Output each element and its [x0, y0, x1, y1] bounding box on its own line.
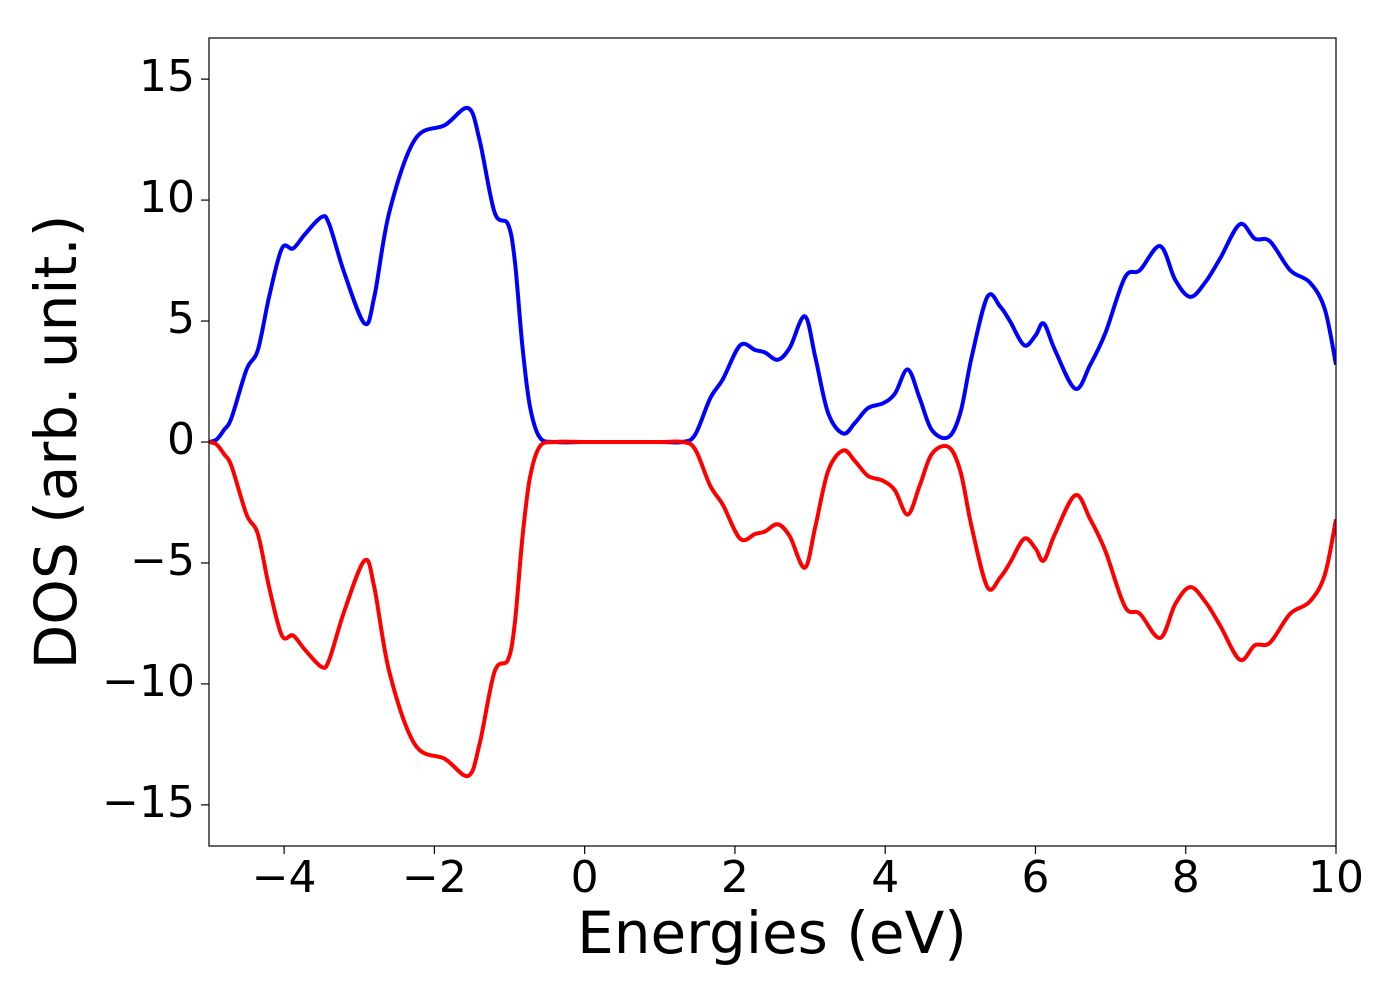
line-series: [209, 439, 1336, 779]
y-tick-label: 5: [167, 293, 195, 344]
x-tick-label: 0: [571, 852, 599, 903]
plot-frame: [208, 37, 1337, 847]
x-tick-label: 8: [1172, 852, 1200, 903]
plot-area: [209, 105, 1336, 779]
line-series: [209, 105, 1336, 445]
y-tick-label: −5: [130, 535, 195, 586]
y-tick-label: 15: [139, 51, 195, 102]
y-axis-label: DOS (arb. unit.): [22, 215, 90, 670]
x-tick-label: 10: [1308, 852, 1364, 903]
x-axis-label: Energies (eV): [577, 899, 967, 967]
x-tick-label: −2: [402, 852, 467, 903]
x-tick-label: 4: [871, 852, 899, 903]
x-tick-label: 6: [1021, 852, 1049, 903]
y-tick-label: 10: [139, 172, 195, 223]
y-tick-label: 0: [167, 414, 195, 465]
y-tick-label: −15: [102, 777, 195, 828]
x-tick-label: −4: [252, 852, 317, 903]
y-tick-label: −10: [102, 656, 195, 707]
x-tick-label: 2: [721, 852, 749, 903]
